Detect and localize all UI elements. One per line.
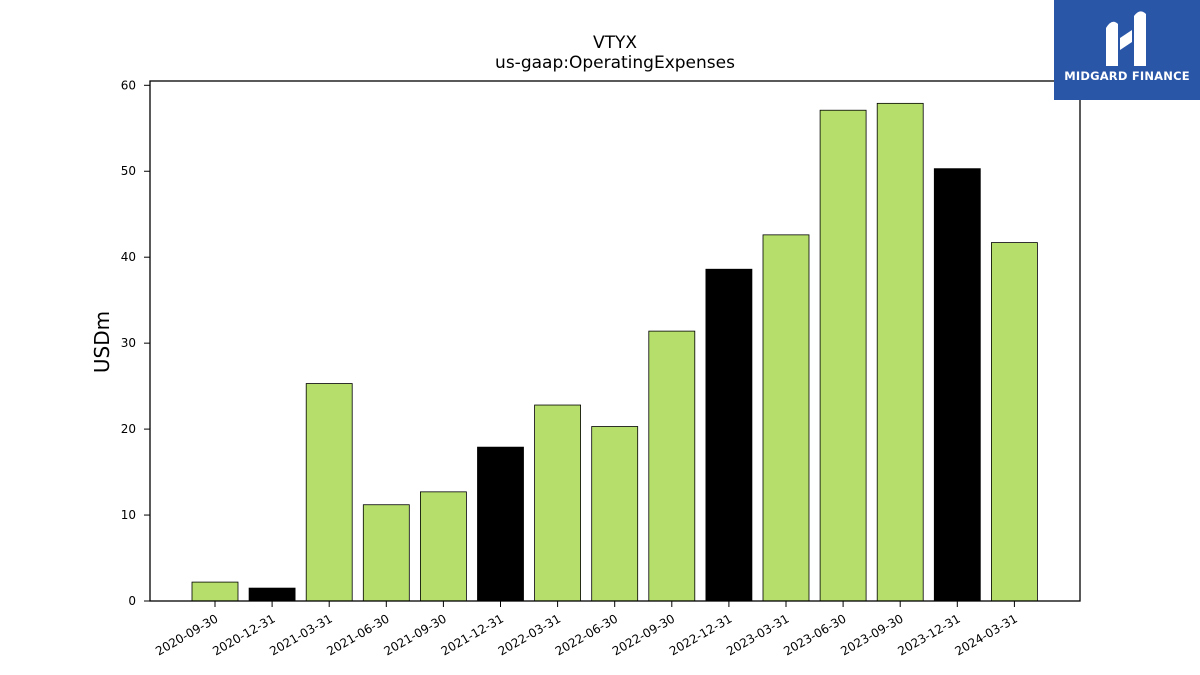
chart-title: VTYX <box>593 33 637 53</box>
bar-2020-12-31 <box>248 587 296 602</box>
y-tick-label: 30 <box>121 336 136 350</box>
bar-2022-03-31 <box>534 404 581 602</box>
bar-2023-12-31 <box>933 168 981 602</box>
bar-2023-03-31 <box>762 234 810 602</box>
x-tick-label: 2024-03-31 <box>952 611 1019 658</box>
x-tick-label: 2021-03-31 <box>267 611 334 658</box>
x-tick-label: 2023-12-31 <box>895 611 962 658</box>
logo-text: MIDGARD FINANCE <box>1064 69 1190 83</box>
y-tick-label: 40 <box>121 250 136 264</box>
x-tick-label: 2023-09-30 <box>838 611 905 658</box>
y-axis-ticks: 0 10 20 30 40 50 60 <box>121 78 150 608</box>
bar-2022-06-30 <box>591 426 639 602</box>
y-tick-label: 20 <box>121 422 136 436</box>
midgard-logo: MIDGARD FINANCE <box>1054 0 1200 100</box>
bar-2022-09-30 <box>648 330 696 602</box>
x-tick-label: 2021-12-31 <box>439 611 506 658</box>
y-tick-label: 0 <box>128 594 136 608</box>
midgard-logo-icon <box>1106 11 1146 66</box>
bar-2021-06-30 <box>362 504 410 602</box>
bar-2023-09-30 <box>876 102 924 602</box>
y-tick-label: 50 <box>121 164 136 178</box>
x-tick-label: 2022-12-31 <box>667 611 734 658</box>
bar-2022-12-31 <box>705 268 753 602</box>
x-tick-label: 2023-03-31 <box>724 611 791 658</box>
y-tick-label: 60 <box>121 78 136 92</box>
x-tick-label: 2023-06-30 <box>781 611 848 658</box>
bars-group <box>191 102 1038 602</box>
x-axis-ticks: 2020-09-302020-12-312021-03-312021-06-30… <box>153 601 1020 658</box>
bar-2021-12-31 <box>477 446 524 602</box>
x-tick-label: 2021-06-30 <box>324 611 391 658</box>
bar-2021-09-30 <box>419 491 467 602</box>
x-tick-label: 2022-03-31 <box>496 611 563 658</box>
bar-2020-09-30 <box>191 581 239 602</box>
x-tick-label: 2020-12-31 <box>210 611 277 658</box>
x-tick-label: 2022-09-30 <box>610 611 677 658</box>
y-tick-label: 10 <box>121 508 136 522</box>
x-tick-label: 2021-09-30 <box>381 611 448 658</box>
x-tick-label: 2022-06-30 <box>553 611 620 658</box>
plot-frame <box>149 80 1081 602</box>
bar-2023-06-30 <box>819 109 867 602</box>
bar-2024-03-31 <box>991 242 1038 602</box>
bar-2021-03-31 <box>305 383 353 602</box>
y-axis-label: USDm <box>90 311 114 373</box>
chart-subtitle: us-gaap:OperatingExpenses <box>495 53 735 73</box>
x-tick-label: 2020-09-30 <box>153 611 220 658</box>
